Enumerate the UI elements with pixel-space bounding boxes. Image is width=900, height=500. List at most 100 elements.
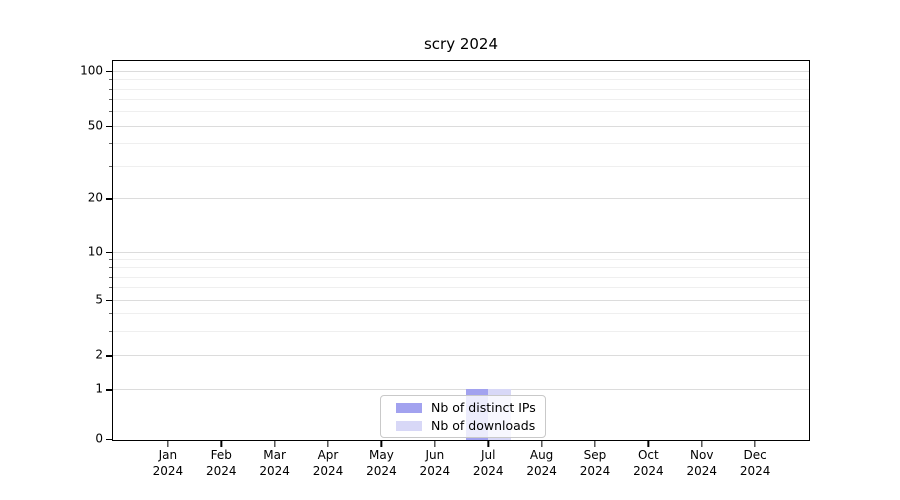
x-tick-year: 2024 [366, 464, 397, 478]
y-minor-tick [109, 143, 112, 145]
y-minor-tick [109, 166, 112, 168]
y-minor-tick [109, 267, 112, 269]
x-tick-month: Apr [317, 448, 339, 462]
x-tick-month: Sep [583, 448, 607, 462]
y-major-gridline [113, 251, 809, 253]
y-major-tick [106, 70, 112, 73]
y-minor-tick [109, 330, 112, 332]
legend: Nb of distinct IPs Nb of downloads [380, 395, 546, 438]
y-minor-tick [109, 99, 112, 101]
y-minor-gridline [113, 88, 809, 90]
y-tick-label: 50 [87, 118, 103, 133]
y-minor-gridline [113, 111, 809, 113]
y-major-tick [106, 198, 112, 200]
y-minor-tick [109, 287, 112, 289]
x-tick-label: Jul 2024 [473, 447, 504, 479]
y-major-gridline [113, 70, 809, 72]
y-minor-tick [109, 111, 112, 113]
x-tick-year: 2024 [152, 464, 184, 478]
y-major-gridline [113, 198, 809, 200]
x-tick-label: Oct 2024 [633, 447, 664, 479]
x-tick-year: 2024 [526, 464, 557, 478]
legend-item-downloads: Nb of downloads [396, 418, 537, 433]
x-tick-label: Feb 2024 [206, 447, 237, 479]
y-minor-gridline [113, 259, 809, 261]
x-tick-month: Oct [637, 448, 659, 462]
plot-area: Nb of distinct IPs Nb of downloads 0 1 2 5 1… [80, 60, 810, 478]
x-tick-label: Jun 2024 [420, 447, 451, 479]
y-major-gridline [113, 355, 809, 357]
y-major-gridline [113, 299, 809, 301]
y-minor-tick [109, 313, 112, 315]
legend-item-distinct-ips: Nb of distinct IPs [396, 400, 537, 415]
x-tick-year: 2024 [739, 464, 771, 478]
x-tick-month: Jan [158, 448, 178, 462]
y-minor-gridline [113, 143, 809, 145]
x-tick-label: May 2024 [366, 447, 397, 479]
x-major-tick [434, 441, 436, 447]
y-minor-gridline [113, 99, 809, 101]
x-tick-year: 2024 [419, 464, 451, 478]
x-tick-year: 2024 [259, 464, 290, 478]
legend-label-downloads: Nb of downloads [431, 418, 536, 433]
x-tick-month: Nov [690, 448, 714, 462]
y-minor-tick [109, 259, 112, 261]
x-tick-label: Dec 2024 [740, 447, 771, 479]
x-major-tick [594, 441, 596, 447]
x-tick-year: 2024 [686, 464, 718, 478]
y-minor-tick [109, 88, 112, 90]
x-tick-month: Feb [210, 448, 232, 462]
y-minor-gridline [113, 276, 809, 278]
x-tick-month: Jun [425, 448, 445, 462]
y-major-gridline [113, 389, 809, 391]
y-tick-label: 2 [95, 348, 103, 363]
y-tick-label: 5 [95, 292, 103, 307]
y-tick-label: 20 [87, 190, 103, 205]
x-major-tick [647, 441, 650, 447]
chart-title: scry 2024 [423, 35, 499, 53]
x-major-tick [701, 441, 703, 447]
x-major-tick [327, 441, 329, 447]
x-tick-label: Apr 2024 [313, 447, 344, 479]
x-major-tick [754, 441, 756, 447]
x-major-tick [540, 441, 543, 447]
x-tick-label: Mar 2024 [259, 447, 290, 479]
y-minor-tick [109, 79, 112, 81]
y-major-tick [106, 439, 112, 441]
x-major-tick [220, 441, 222, 447]
x-major-tick [167, 441, 169, 447]
y-major-tick [106, 389, 112, 391]
legend-swatch-downloads-icon [396, 420, 422, 431]
y-tick-label: 100 [80, 63, 103, 78]
y-tick-label: 10 [87, 244, 103, 259]
y-major-gridline [113, 125, 809, 127]
x-major-tick [487, 441, 489, 447]
x-major-tick [380, 441, 383, 447]
y-minor-gridline [113, 267, 809, 269]
x-tick-year: 2024 [312, 464, 344, 478]
x-tick-label: Aug 2024 [526, 447, 557, 479]
y-minor-gridline [113, 166, 809, 168]
y-major-tick [106, 299, 112, 302]
x-tick-label: Jan 2024 [153, 447, 184, 479]
y-minor-gridline [113, 330, 809, 332]
legend-swatch-distinct-ips-icon [396, 402, 422, 413]
x-tick-month: Jul [480, 448, 496, 462]
x-tick-label: Nov 2024 [686, 447, 717, 479]
y-major-tick [106, 251, 112, 254]
x-tick-year: 2024 [579, 464, 611, 478]
x-tick-month: May [369, 448, 394, 462]
x-tick-year: 2024 [633, 464, 664, 478]
y-minor-gridline [113, 79, 809, 81]
x-tick-label: Sep 2024 [580, 447, 611, 479]
y-minor-gridline [113, 313, 809, 315]
y-minor-tick [109, 276, 112, 278]
y-major-tick [106, 125, 112, 127]
x-tick-month: Aug [529, 448, 554, 462]
x-tick-month: Dec [743, 448, 767, 462]
y-major-tick [106, 355, 112, 357]
legend-label-distinct-ips: Nb of distinct IPs [431, 400, 536, 415]
x-tick-year: 2024 [205, 464, 237, 478]
y-tick-label: 1 [95, 381, 103, 396]
